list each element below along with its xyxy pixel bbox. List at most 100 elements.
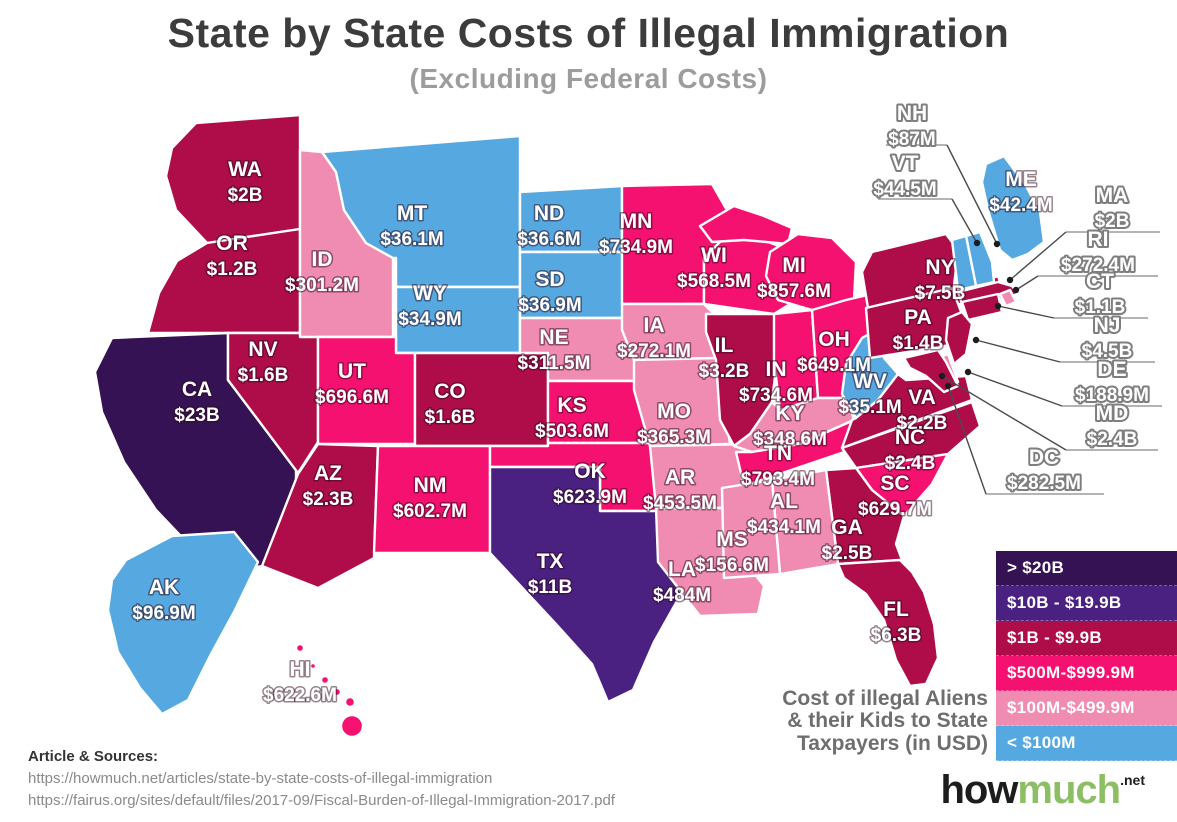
state-HI <box>294 642 306 654</box>
state-label-SD: SD $36.9M <box>518 268 581 316</box>
state-label-MN: MN $734.9M <box>599 210 673 258</box>
state-HI <box>339 713 365 739</box>
state-label-AR: AR $453.5M <box>643 466 717 514</box>
state-AK <box>106 530 260 716</box>
callout-dot-MD <box>938 372 946 380</box>
sources-heading: Article & Sources: <box>28 748 159 765</box>
caption-line: Taxpayers (in USD) <box>797 731 988 755</box>
state-VT <box>950 234 978 292</box>
state-label-OR: OR $1.2B <box>207 232 258 280</box>
state-label-IA: IA $272.1M <box>617 314 691 362</box>
callout-dot-CT <box>994 302 1002 310</box>
state-label-MO: MO $365.3M <box>637 400 711 448</box>
state-label-OK: OK $623.9M <box>553 460 627 508</box>
page-subtitle: (Excluding Federal Costs) <box>409 63 768 94</box>
state-HI <box>343 695 357 709</box>
state-label-ME: ME $42.4M <box>989 168 1052 216</box>
state-label-NH: NH $87M <box>888 102 936 150</box>
state-FL <box>836 558 940 688</box>
state-label-MA: MA $2B <box>1095 184 1130 232</box>
howmuch-logo[interactable]: howmuch.net <box>940 770 1145 810</box>
legend-item-2: $1B - $9.9B <box>996 621 1177 656</box>
state-label-MS: MS $156.6M <box>695 528 769 576</box>
legend-item-0: > $20B <box>996 551 1177 586</box>
legend-item-4: $100M-$499.9M <box>996 691 1177 726</box>
callout-leader-RI <box>1015 275 1039 291</box>
state-label-LA: LA $484M <box>653 558 711 606</box>
legend: > $20B $10B - $19.9B $1B - $9.9B $500M-$999… <box>996 551 1177 761</box>
state-MI <box>698 204 794 246</box>
state-MS <box>720 478 782 580</box>
state-HI <box>308 661 318 671</box>
state-label-MT: MT $36.1M <box>380 202 443 250</box>
state-label-NE: NE $311.5M <box>518 326 591 374</box>
state-TX <box>488 465 688 704</box>
state-NJ <box>944 310 974 366</box>
logo-much: much <box>1017 768 1121 812</box>
state-label-WA: WA $2B <box>228 158 263 206</box>
state-NC <box>840 400 982 470</box>
state-label-GA: GA $2.5B <box>822 516 873 564</box>
sources-block: Article & Sources: https://howmuch.net/a… <box>28 746 615 811</box>
callout-leader-VT <box>951 198 978 244</box>
logo-net-suffix: .net <box>1120 772 1145 788</box>
state-label-MD: MD $2.4B <box>1087 402 1138 450</box>
state-label-KY: KY $348.6M <box>753 402 827 450</box>
state-HI <box>319 674 331 686</box>
state-label-CA: CA $23B <box>174 378 219 426</box>
state-label-HI: HI $622.6M <box>263 658 337 706</box>
callout-dot-NJ <box>972 336 980 344</box>
page-title: State by State Costs of Illegal Immigrat… <box>167 10 1010 56</box>
header: State by State Costs of Illegal Immigrat… <box>0 10 1177 95</box>
state-label-SC: SC $629.7M <box>858 472 932 520</box>
state-label-ND: ND $36.6M <box>517 202 580 250</box>
caption-line: & their Kids to State <box>787 709 988 733</box>
state-label-UT: UT $696.6M <box>315 360 389 408</box>
callout-leader-MA <box>1009 231 1067 281</box>
state-label-DE: DE $188.9M <box>1075 358 1149 406</box>
source-url-fairus[interactable]: https://fairus.org/sites/default/files/2… <box>28 791 615 809</box>
state-label-FL: FL $6.3B <box>871 598 922 646</box>
state-label-VT: VT $44.5M <box>873 152 936 200</box>
state-NM <box>372 444 492 555</box>
state-label-WI: WI $568.5M <box>677 244 751 292</box>
state-label-NY: NY $7.5B <box>915 256 966 304</box>
state-label-ID: ID $301.2M <box>285 248 359 296</box>
callout-leader-NH <box>946 144 998 245</box>
state-MD <box>902 348 960 394</box>
callout-leader-MD <box>941 375 1067 451</box>
legend-item-3: $500M-$999.9M <box>996 656 1177 691</box>
caption-line: Cost of illegal Aliens <box>782 687 988 710</box>
state-label-DC: DC $282.5M <box>1007 446 1081 494</box>
callout-leader-NJ <box>975 339 1061 363</box>
callout-leader-DC <box>947 385 987 495</box>
callout-leader-DE <box>967 371 1063 407</box>
state-label-WV: WV $35.1M <box>838 370 901 418</box>
state-label-NC: NC $2.4B <box>885 426 936 474</box>
state-HI <box>331 686 343 698</box>
callout-dot-DE <box>964 368 972 376</box>
state-label-IL: IL $3.2B <box>699 334 750 382</box>
state-label-AK: AK $96.9M <box>132 576 195 624</box>
state-label-CT: CT $1.1B <box>1075 270 1126 318</box>
logo-how: how <box>940 768 1018 812</box>
state-CT <box>960 292 1004 322</box>
state-label-IN: IN $734.6M <box>739 358 813 406</box>
callout-leader-CT <box>997 305 1055 319</box>
callout-dot-VT <box>973 239 981 247</box>
source-url-howmuch[interactable]: https://howmuch.net/articles/state-by-st… <box>28 769 493 787</box>
state-label-RI: RI $272.4M <box>1061 228 1135 276</box>
state-label-MI: MI $857.6M <box>757 254 831 302</box>
state-label-AZ: AZ $2.3B <box>303 462 354 510</box>
state-label-WY: WY $34.9M <box>398 282 461 330</box>
state-label-NJ: NJ $4.5B <box>1082 314 1133 362</box>
state-label-PA: PA $1.4B <box>893 306 944 354</box>
legend-item-5: < $100M <box>996 726 1177 761</box>
state-label-TX: TX $11B <box>528 550 572 598</box>
state-label-KS: KS $503.6M <box>535 394 609 442</box>
state-label-TN: TN $793.4M <box>741 442 815 490</box>
state-label-OH: OH $649.1M <box>797 328 871 376</box>
callout-dot-NH <box>993 240 1001 248</box>
